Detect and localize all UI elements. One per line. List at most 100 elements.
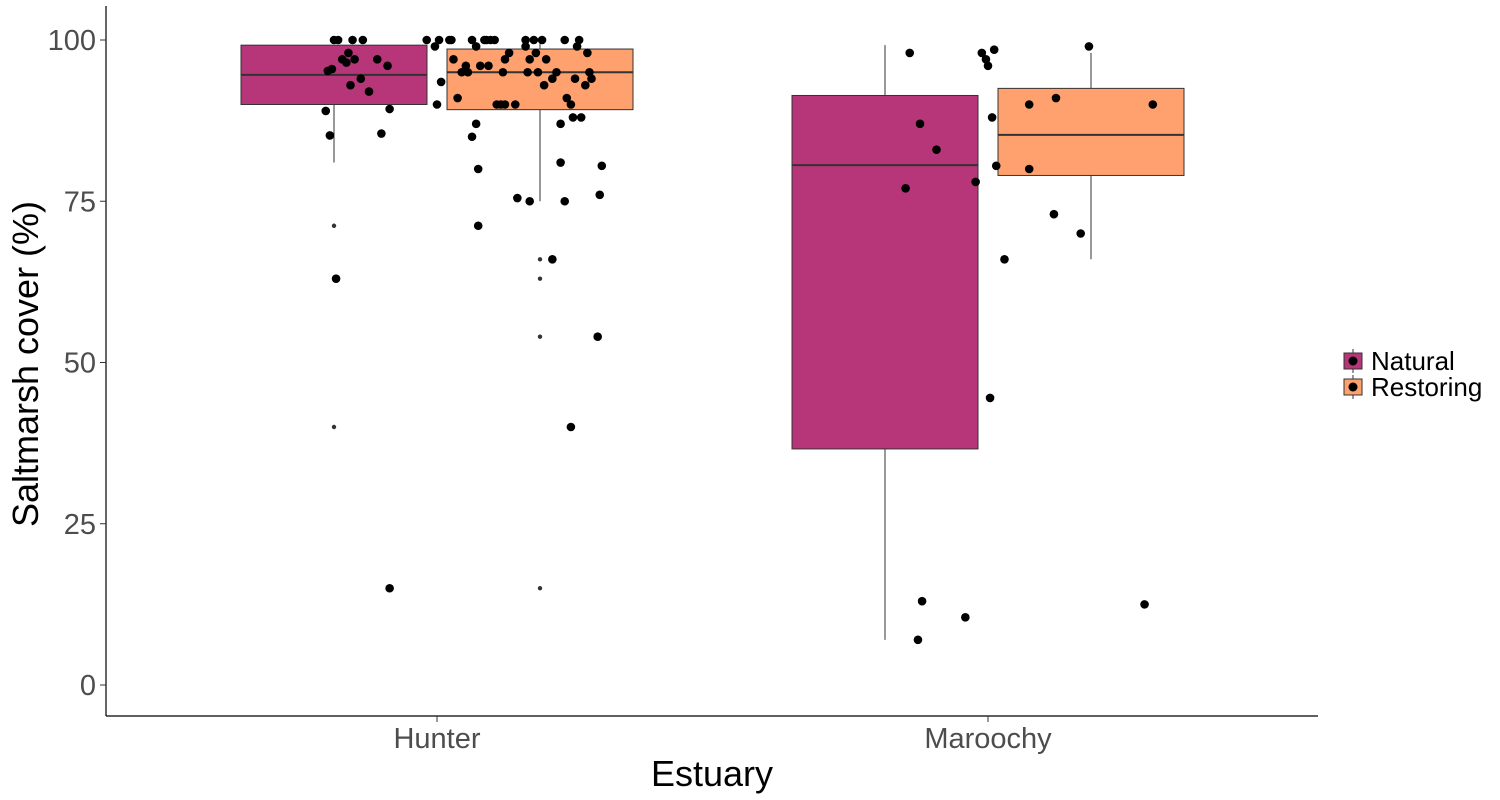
data-point: [513, 193, 522, 203]
data-point: [915, 119, 925, 129]
legend: Natural Restoring: [1343, 346, 1482, 402]
data-point: [521, 42, 530, 51]
data-point: [560, 196, 570, 206]
y-axis-title: Saltmarsh cover (%): [5, 201, 46, 527]
data-point: [447, 35, 456, 45]
data-point: [961, 612, 970, 622]
box-body: [791, 94, 979, 450]
data-point: [490, 35, 499, 45]
data-point: [461, 61, 471, 71]
data-point: [539, 80, 549, 90]
data-point: [552, 67, 561, 77]
outlier-point: [331, 223, 337, 228]
data-point: [331, 274, 341, 283]
data-point: [583, 48, 592, 58]
data-point: [1051, 93, 1061, 103]
data-point: [576, 113, 586, 122]
data-point: [525, 196, 534, 206]
data-point: [358, 35, 368, 45]
y-tick-label: 100: [48, 25, 96, 57]
data-point: [574, 35, 584, 45]
data-point: [484, 61, 493, 71]
box-restoring-hunter: [446, 40, 634, 591]
data-point: [498, 67, 508, 77]
data-point: [385, 104, 394, 114]
data-point: [905, 48, 915, 58]
boxes-layer: [240, 40, 1185, 640]
data-point: [529, 35, 539, 45]
data-point: [436, 77, 446, 87]
legend-item-restoring: Restoring: [1343, 372, 1482, 402]
x-ticks: Hunter Maroochy: [393, 716, 1052, 755]
data-point: [364, 87, 374, 96]
outlier-point: [331, 424, 337, 430]
y-tick-label: 25: [64, 509, 96, 541]
data-point: [572, 42, 582, 51]
data-point: [570, 74, 580, 83]
data-point: [521, 35, 530, 45]
data-point: [500, 100, 510, 109]
box-natural-hunter: [240, 44, 428, 430]
data-point: [1000, 254, 1009, 264]
data-point: [463, 67, 473, 77]
outlier-point: [537, 276, 543, 281]
data-point: [467, 35, 477, 45]
axes-layer: [105, 6, 1318, 717]
data-point: [449, 55, 458, 64]
data-point: [531, 48, 541, 58]
data-point: [917, 596, 927, 606]
data-point: [1148, 100, 1158, 109]
jitter-points-layer: [321, 35, 1158, 645]
data-point: [1024, 164, 1034, 174]
data-point: [434, 35, 444, 45]
data-point: [562, 93, 572, 103]
y-tick-label: 75: [64, 186, 96, 218]
data-point: [348, 35, 357, 45]
data-point: [977, 48, 987, 58]
legend-restoring-dot: [1348, 382, 1358, 392]
data-point: [471, 42, 481, 51]
data-point: [1076, 229, 1085, 238]
box-body: [997, 87, 1185, 176]
data-point: [504, 48, 514, 58]
data-point: [500, 55, 510, 64]
data-point: [321, 106, 331, 116]
outlier-point: [537, 586, 543, 591]
data-point: [356, 74, 366, 83]
data-point: [525, 55, 534, 64]
data-point: [560, 35, 570, 45]
legend-natural-label: Natural: [1371, 346, 1455, 376]
data-point: [1084, 42, 1094, 51]
data-point: [556, 158, 565, 167]
data-point: [1049, 209, 1059, 219]
data-point: [901, 184, 910, 193]
data-point: [585, 67, 594, 77]
data-point: [346, 80, 355, 90]
data-point: [383, 61, 392, 71]
data-point: [467, 132, 477, 142]
data-point: [327, 64, 337, 74]
data-point: [985, 393, 995, 403]
data-point: [587, 74, 596, 83]
data-point: [991, 161, 1001, 171]
data-point: [932, 145, 941, 154]
data-point: [325, 131, 335, 140]
data-point: [593, 332, 602, 342]
data-point: [566, 100, 576, 109]
outlier-point: [537, 334, 543, 339]
legend-item-natural: Natural: [1343, 346, 1455, 376]
x-tick-label: Maroochy: [924, 723, 1052, 755]
data-point: [430, 42, 440, 51]
data-point: [548, 254, 557, 264]
x-axis-title: Estuary: [651, 753, 773, 794]
data-point: [372, 55, 382, 64]
data-point: [983, 61, 993, 71]
data-point: [473, 221, 483, 231]
data-point: [987, 113, 997, 122]
data-point: [989, 45, 999, 54]
box-restoring-maroochy: [997, 52, 1185, 260]
data-point: [457, 67, 467, 77]
data-point: [981, 55, 991, 64]
y-tick-label: 50: [64, 348, 96, 380]
